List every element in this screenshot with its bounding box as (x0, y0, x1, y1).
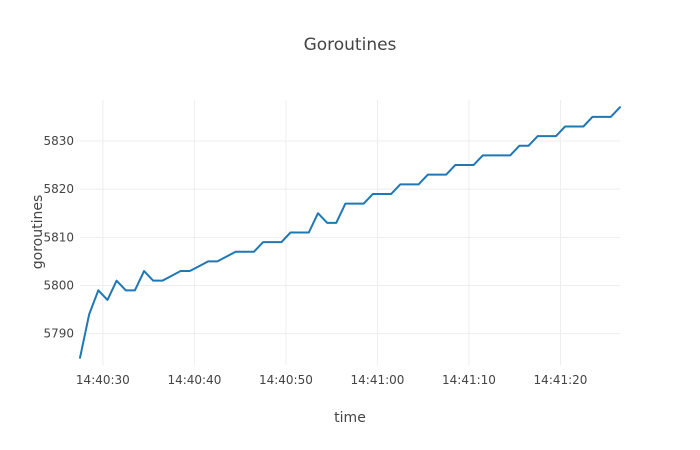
x-tick-label: 14:40:40 (167, 373, 221, 387)
chart-title: Goroutines (304, 35, 397, 55)
y-axis-title: goroutines (30, 195, 46, 270)
x-tick-label: 14:40:50 (259, 373, 313, 387)
y-tick-label: 5790 (43, 327, 74, 341)
x-tick-label: 14:41:10 (442, 373, 496, 387)
gridlines (80, 100, 620, 365)
tick-labels: 5790 5800 5810 5820 5830 14:40:30 14:40:40 14:4… (43, 134, 587, 387)
x-tick-label: 14:41:20 (534, 373, 588, 387)
x-axis-title: time (334, 410, 366, 426)
y-tick-label: 5800 (43, 279, 74, 293)
x-tick-label: 14:40:30 (76, 373, 130, 387)
series-layer (79, 106, 621, 359)
series-line (79, 106, 621, 359)
y-tick-label: 5830 (43, 134, 74, 148)
y-tick-label: 5810 (43, 230, 74, 244)
y-tick-label: 5820 (43, 182, 74, 196)
x-tick-label: 14:41:00 (351, 373, 405, 387)
